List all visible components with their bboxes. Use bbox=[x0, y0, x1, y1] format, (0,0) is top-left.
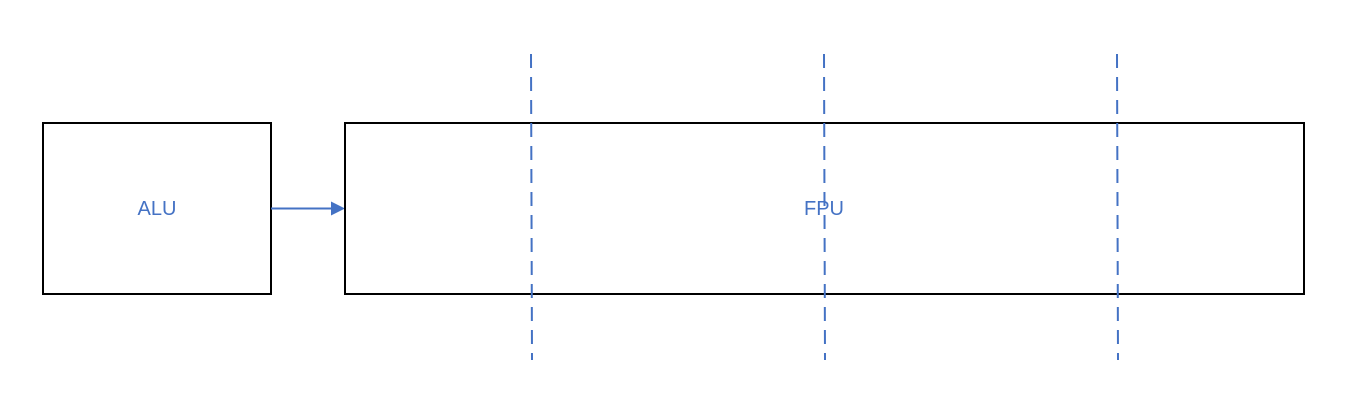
alu-block: ALU bbox=[42, 122, 272, 295]
alu-to-fpu-arrow bbox=[271, 201, 345, 216]
fpu-label: FPU bbox=[804, 198, 844, 220]
alu-label: ALU bbox=[138, 198, 177, 220]
pipeline-divider-3 bbox=[1116, 53, 1119, 361]
arrowhead-icon bbox=[331, 201, 345, 216]
pipeline-divider-2 bbox=[823, 53, 826, 361]
alu-box bbox=[42, 122, 272, 295]
fpu-pipeline-dividers bbox=[530, 53, 1119, 361]
pipeline-divider-1 bbox=[530, 53, 533, 361]
